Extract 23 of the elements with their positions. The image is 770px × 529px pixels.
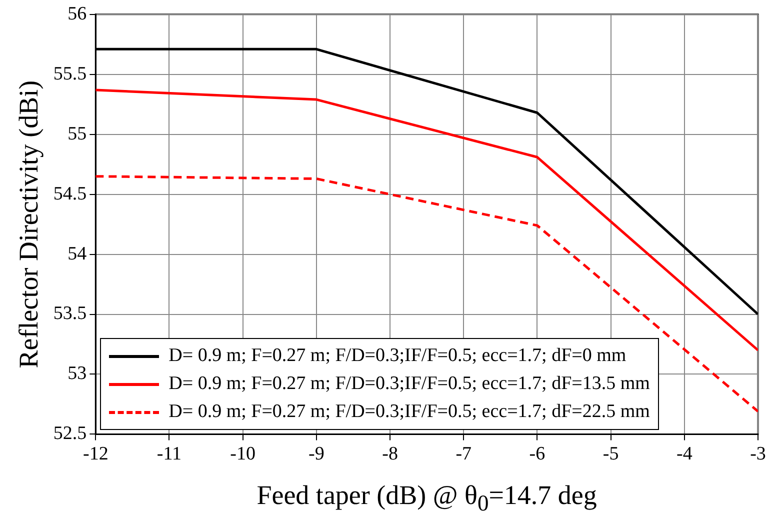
x-tick-label: -3 bbox=[750, 444, 766, 465]
x-tick-label: -10 bbox=[230, 444, 256, 465]
y-tick-label: 56 bbox=[68, 3, 87, 24]
x-tick-label: -7 bbox=[456, 444, 472, 465]
x-tick-label: -9 bbox=[308, 444, 324, 465]
legend-label: D= 0.9 m; F=0.27 m; F/D=0.3;IF/F=0.5; ecc=1.7; dF=22.5 mm bbox=[168, 401, 650, 424]
x-tick-label: -8 bbox=[382, 444, 398, 465]
y-tick-label: 55 bbox=[68, 123, 87, 144]
x-tick-label: -4 bbox=[676, 444, 693, 465]
y-tick-label: 53 bbox=[68, 363, 87, 384]
legend-label: D= 0.9 m; F=0.27 m; F/D=0.3;IF/F=0.5; ecc=1.7; dF=13.5 mm bbox=[168, 373, 650, 396]
x-tick-label: -11 bbox=[156, 444, 182, 465]
y-tick-label: 53.5 bbox=[53, 303, 87, 324]
x-tick-label: -6 bbox=[529, 444, 546, 465]
y-axis-title: Reflector Directivity (dBi) bbox=[13, 80, 44, 368]
legend-label: D= 0.9 m; F=0.27 m; F/D=0.3;IF/F=0.5; ecc=1.7; dF=0 mm bbox=[168, 345, 626, 368]
y-tick-label: 52.5 bbox=[53, 423, 87, 444]
y-tick-label: 54 bbox=[68, 243, 88, 264]
y-tick-label: 55.5 bbox=[53, 63, 87, 84]
x-tick-label: -12 bbox=[82, 444, 108, 465]
x-axis-title: Feed taper (dB) @ θ$_{0}$=14.7 deg bbox=[256, 480, 598, 516]
y-tick-label: 54.5 bbox=[53, 183, 87, 204]
x-tick-label: -5 bbox=[602, 444, 619, 465]
